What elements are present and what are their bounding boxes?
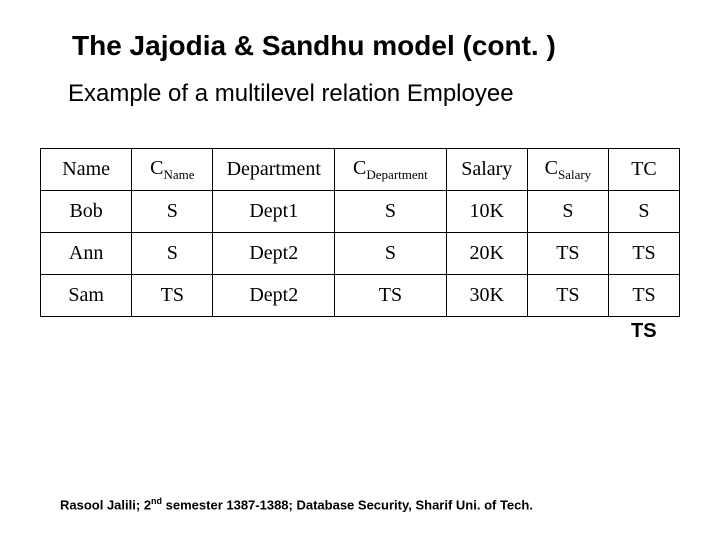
- cell: TS: [132, 275, 213, 317]
- table-row: Bob S Dept1 S 10K S S: [41, 191, 680, 233]
- cell: S: [608, 191, 679, 233]
- slide: The Jajodia & Sandhu model (cont. ) Exam…: [0, 0, 720, 540]
- cell: TS: [527, 275, 608, 317]
- cell: S: [527, 191, 608, 233]
- cell: S: [132, 191, 213, 233]
- cell: 10K: [446, 191, 527, 233]
- cell: Dept2: [213, 275, 335, 317]
- col-salary: Salary: [446, 149, 527, 191]
- employee-table: Name CName Department CDepartment Salary…: [40, 148, 680, 317]
- cell: S: [335, 233, 447, 275]
- col-cname: CName: [132, 149, 213, 191]
- col-name: Name: [41, 149, 132, 191]
- slide-subtitle: Example of a multilevel relation Employe…: [68, 80, 670, 108]
- col-cdepartment: CDepartment: [335, 149, 447, 191]
- cell: 20K: [446, 233, 527, 275]
- cell: Sam: [41, 275, 132, 317]
- table-row: Sam TS Dept2 TS 30K TS TS: [41, 275, 680, 317]
- col-tc: TC: [608, 149, 679, 191]
- col-department: Department: [213, 149, 335, 191]
- cell: S: [335, 191, 447, 233]
- cell: TS: [608, 233, 679, 275]
- table-header-row: Name CName Department CDepartment Salary…: [41, 149, 680, 191]
- ts-overlay: TS: [627, 320, 661, 343]
- table-row: Ann S Dept2 S 20K TS TS: [41, 233, 680, 275]
- cell: TS: [608, 275, 679, 317]
- cell: 30K: [446, 275, 527, 317]
- cell: TS: [527, 233, 608, 275]
- cell: Ann: [41, 233, 132, 275]
- cell: TS: [335, 275, 447, 317]
- footer-text: Rasool Jalili; 2nd semester 1387-1388; D…: [60, 496, 533, 512]
- cell: S: [132, 233, 213, 275]
- cell: Dept2: [213, 233, 335, 275]
- cell: Dept1: [213, 191, 335, 233]
- col-csalary: CSalary: [527, 149, 608, 191]
- cell: Bob: [41, 191, 132, 233]
- slide-title: The Jajodia & Sandhu model (cont. ): [72, 30, 670, 62]
